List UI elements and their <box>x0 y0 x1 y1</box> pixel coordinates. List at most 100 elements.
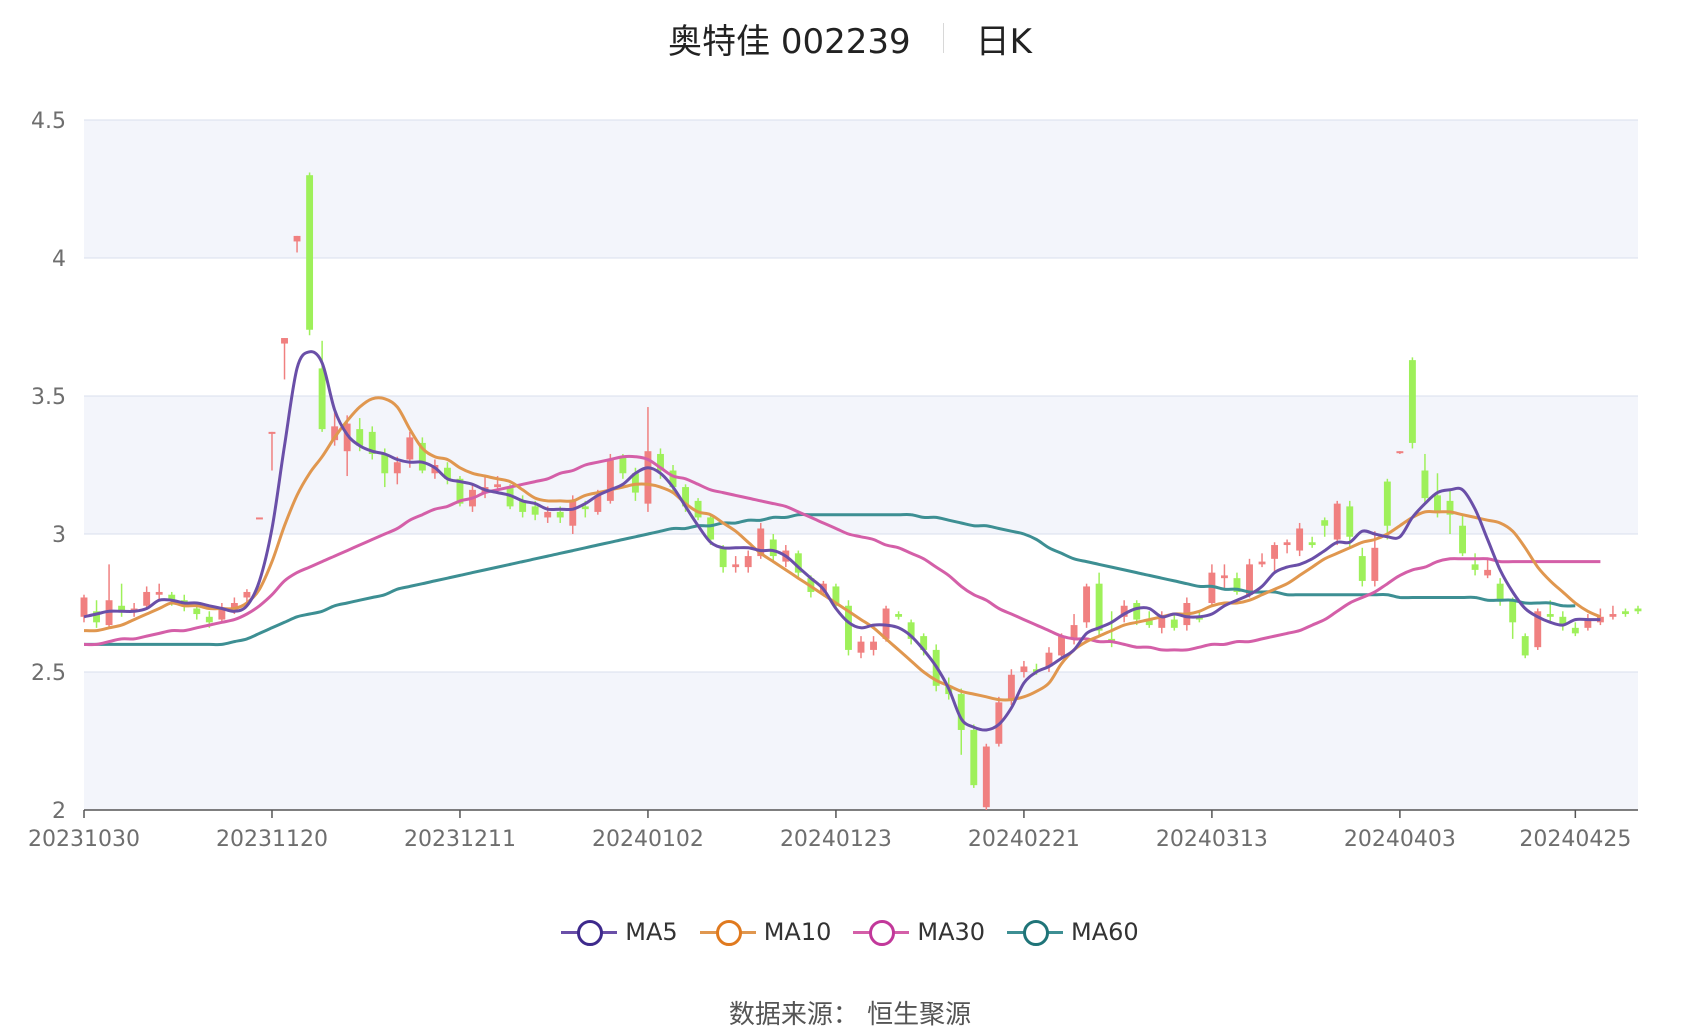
candle-body <box>1634 608 1642 612</box>
legend-label: MA5 <box>625 918 678 946</box>
candle-body <box>1509 600 1517 623</box>
candle-body <box>907 622 915 639</box>
x-axis: 20231030 20231120 20231211 20240102 20240123… <box>28 809 1638 852</box>
candle-body <box>1408 360 1416 443</box>
candle-body <box>644 451 652 504</box>
candle-body <box>845 605 852 650</box>
y-tick-label: 4.5 <box>31 109 66 134</box>
chart-title: 奥特佳 002239 <box>668 21 911 62</box>
candle-body <box>1333 503 1341 540</box>
legend-label: MA30 <box>917 918 986 946</box>
y-axis: 2 2.5 3 3.5 4 4.5 <box>31 109 66 824</box>
candle-body <box>1083 586 1091 623</box>
x-tick-label: 20231211 <box>404 827 516 852</box>
candle-body <box>443 467 451 479</box>
candle-body <box>256 517 263 520</box>
candle-body <box>1459 525 1466 554</box>
candle-body <box>456 478 464 504</box>
candle-body <box>306 175 314 330</box>
candle-body <box>920 636 928 650</box>
candle-body <box>1007 674 1015 700</box>
candle-body <box>1521 636 1529 656</box>
candle-body <box>218 608 226 620</box>
x-tick-label: 20240123 <box>780 827 892 852</box>
candle-body <box>895 614 903 617</box>
legend-item-ma60[interactable]: MA60 <box>1007 918 1139 946</box>
candle-body <box>268 431 276 434</box>
candle-body <box>168 594 176 601</box>
period-label[interactable]: 日K <box>975 21 1032 62</box>
ma-line-ma30 <box>83 454 1601 652</box>
ma-line-ma60 <box>84 512 1576 647</box>
candle-body <box>93 611 100 623</box>
candle-body <box>531 506 539 515</box>
candle-body <box>1559 616 1567 626</box>
grid-band <box>84 672 1638 810</box>
candle-body <box>719 547 727 568</box>
candle-body <box>832 586 840 606</box>
x-tick-label: 20240403 <box>1344 827 1456 852</box>
candle-body <box>1308 542 1316 546</box>
legend-item-ma30[interactable]: MA30 <box>853 918 985 946</box>
candle-body <box>1058 636 1065 656</box>
legend-label: MA60 <box>1071 918 1139 946</box>
candle-body <box>368 431 376 454</box>
candle-body <box>870 641 877 650</box>
candle-body <box>343 423 351 452</box>
candle-body <box>569 500 577 526</box>
candle-body <box>1145 619 1153 626</box>
data-source-note: 数据来源： 恒生聚源 <box>728 1000 972 1030</box>
candle-body <box>982 746 990 808</box>
candle-body <box>1534 611 1542 648</box>
y-tick-label: 4 <box>52 247 66 272</box>
background-bands <box>84 120 1638 810</box>
candle-body <box>519 500 527 512</box>
candle-body <box>581 506 589 510</box>
candle-body <box>857 641 865 653</box>
candle-body <box>381 453 389 474</box>
candle-body <box>794 553 802 573</box>
candle-body <box>1020 666 1028 672</box>
candle-body <box>657 453 664 471</box>
grid-band <box>84 120 1638 258</box>
candle-body <box>281 338 288 344</box>
candle-body <box>418 442 426 471</box>
candle-body <box>331 426 339 441</box>
candle-body <box>356 429 364 446</box>
ma-line-ma10 <box>83 396 1601 702</box>
legend-swatch <box>561 918 618 946</box>
candle-body <box>1045 652 1053 667</box>
x-tick-label: 20240221 <box>968 827 1080 852</box>
candle-body <box>393 462 401 474</box>
candle-body <box>494 484 502 488</box>
legend-item-ma10[interactable]: MA10 <box>699 918 832 946</box>
legend-label: MA10 <box>763 918 832 946</box>
candle-body <box>1396 451 1404 454</box>
candle-body <box>757 528 765 557</box>
candle-body <box>1446 500 1454 515</box>
x-tick-label: 20231030 <box>28 827 140 852</box>
candle-body <box>1321 520 1329 526</box>
candle-body <box>957 694 965 730</box>
candle-body <box>1120 605 1128 617</box>
candle-body <box>1271 545 1279 559</box>
candle-body <box>1358 556 1366 581</box>
candle-body <box>694 500 702 518</box>
candle-body <box>1596 616 1604 623</box>
candle-body <box>293 235 301 242</box>
y-tick-label: 3 <box>52 523 66 548</box>
legend-item-ma5[interactable]: MA5 <box>561 918 678 946</box>
x-tick-label: 20240425 <box>1519 827 1631 852</box>
candle-body <box>155 591 163 595</box>
y-tick-label: 2 <box>52 799 66 824</box>
candle-body <box>1484 569 1492 576</box>
candle-body <box>1133 603 1141 620</box>
candle-body <box>1258 561 1266 565</box>
candle-body <box>1584 619 1592 628</box>
candle-body <box>1421 470 1429 499</box>
candle-body <box>1246 564 1253 595</box>
candle-body <box>1383 481 1391 526</box>
candle-body <box>594 495 602 512</box>
candle-body <box>619 456 627 474</box>
candle-body <box>1070 625 1078 639</box>
